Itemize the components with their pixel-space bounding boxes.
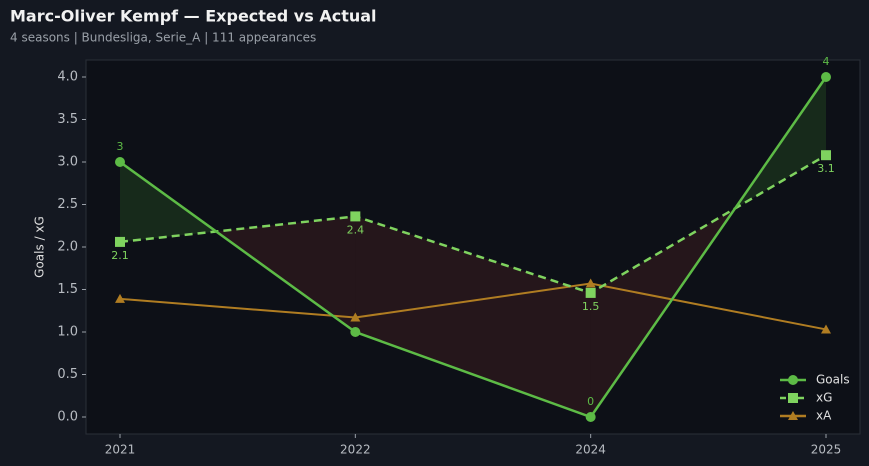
x-tick-label: 2025 [811,443,842,457]
x-tick-label: 2024 [575,443,606,457]
point [350,327,361,337]
value-label: 0 [587,395,594,408]
y-tick-label: 3.5 [57,112,78,127]
chart-title: Marc-Oliver Kempf — Expected vs Actual [10,7,377,26]
point [585,278,596,288]
y-tick-label: 1.0 [57,325,78,340]
legend-marker [788,411,798,420]
series-line [119,76,828,419]
series-line [119,282,827,331]
x-tick-label: 2021 [105,443,136,457]
value-label: 2.4 [347,223,365,236]
point [350,211,361,222]
legend-marker [788,393,798,403]
point [115,236,125,247]
point [585,412,596,422]
legend-label: xA [816,409,832,423]
gap-fill [120,162,217,242]
point [585,287,596,298]
value-label: 4 [823,55,830,68]
point [115,293,125,303]
legend-label: Goals [816,373,850,387]
chart-subtitle: 4 seasons | Bundesliga, Serie_A | 111 ap… [10,31,316,45]
point [821,150,831,161]
y-tick-label: 1.5 [57,282,78,297]
gap-fill [216,216,356,332]
value-label: 3.1 [817,162,835,175]
y-tick-label: 0.0 [57,410,78,425]
y-tick-label: 3.0 [57,155,78,170]
gap-fill [355,216,591,417]
legend-marker [788,375,798,385]
series-line [119,154,827,295]
value-label: 3 [117,140,124,153]
y-tick-label: 0.5 [57,367,78,382]
y-tick-label: 4.0 [57,70,78,85]
point [115,157,125,167]
y-tick-label: 2.5 [57,197,78,212]
y-tick-label: 2.0 [57,240,78,255]
value-label: 2.1 [111,249,129,262]
value-label: 1.5 [582,300,600,313]
legend-label: xG [816,391,832,405]
y-axis-label: Goals / xG [33,216,47,278]
point [350,312,361,322]
point [821,72,831,82]
point [821,324,831,334]
plot-area [85,59,861,435]
x-tick-label: 2022 [340,443,371,457]
